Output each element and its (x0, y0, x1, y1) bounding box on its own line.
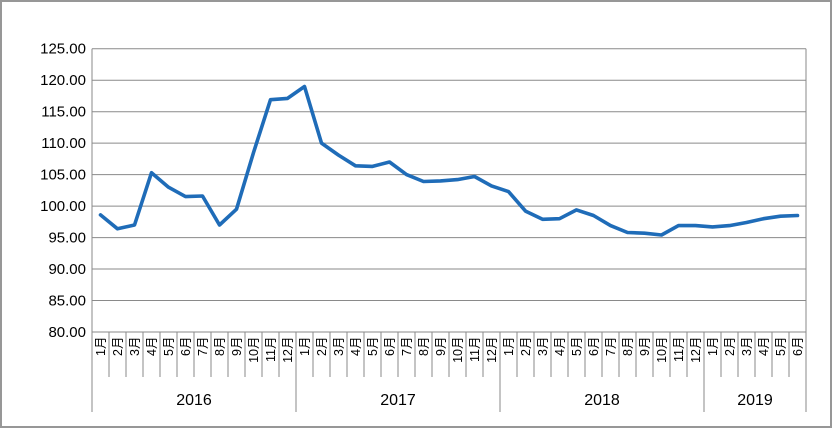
x-axis-month-label: 4月 (145, 337, 159, 356)
x-axis-year-label: 2017 (380, 392, 416, 409)
x-axis-month-label: 8月 (417, 337, 431, 356)
x-axis-month-label: 1月 (706, 337, 720, 356)
y-axis-tick-label: 90.00 (48, 261, 86, 278)
x-axis-month-label: 2月 (111, 337, 125, 356)
x-axis-month-label: 10月 (247, 337, 261, 363)
x-axis-month-label: 11月 (672, 337, 686, 362)
y-axis-tick-label: 115.00 (41, 104, 86, 121)
x-axis-month-label: 1月 (298, 337, 312, 356)
x-axis-month-label: 2月 (315, 337, 329, 356)
x-axis-month-label: 7月 (604, 337, 618, 356)
x-axis-month-label: 8月 (621, 337, 635, 356)
y-axis-tick-label: 85.00 (48, 293, 86, 310)
x-axis-month-label: 6月 (179, 337, 193, 356)
x-axis-month-label: 10月 (451, 337, 465, 363)
x-axis-month-label: 3月 (536, 337, 550, 356)
x-axis-month-label: 9月 (638, 337, 652, 356)
x-axis-month-label: 6月 (587, 337, 601, 356)
x-axis-month-label: 3月 (332, 337, 346, 356)
x-axis-month-label: 2月 (519, 337, 533, 356)
x-axis-month-label: 9月 (434, 337, 448, 356)
x-axis-year-label: 2019 (737, 392, 773, 409)
y-axis-tick-label: 120.00 (40, 72, 86, 89)
x-axis-month-label: 12月 (485, 337, 499, 363)
x-axis-month-label: 1月 (94, 337, 108, 356)
x-axis-month-label: 5月 (570, 337, 584, 356)
x-axis-month-label: 4月 (553, 337, 567, 356)
x-axis-month-label: 11月 (468, 337, 482, 362)
y-axis-tick-label: 110.00 (41, 135, 86, 152)
x-axis-year-label: 2018 (584, 392, 620, 409)
x-axis-month-label: 5月 (366, 337, 380, 356)
x-axis-month-label: 12月 (689, 337, 703, 363)
x-axis-month-label: 4月 (349, 337, 363, 356)
x-axis-month-label: 3月 (740, 337, 754, 356)
x-axis-month-label: 7月 (400, 337, 414, 356)
x-axis-month-label: 1月 (502, 337, 516, 356)
x-axis-month-label: 6月 (383, 337, 397, 356)
x-axis-month-label: 2月 (723, 337, 737, 356)
x-axis-month-label: 5月 (774, 337, 788, 356)
x-axis-month-label: 11月 (264, 337, 278, 362)
y-axis-tick-label: 105.00 (40, 167, 86, 184)
x-axis-month-label: 7月 (196, 337, 210, 356)
x-axis-month-label: 9月 (230, 337, 244, 356)
y-axis-tick-label: 125.00 (40, 41, 86, 58)
y-axis-tick-label: 100.00 (40, 198, 86, 215)
x-axis-month-label: 8月 (213, 337, 227, 356)
y-axis-tick-label: 80.00 (48, 324, 86, 341)
x-axis-year-label: 2016 (176, 392, 212, 409)
x-axis-month-label: 4月 (757, 337, 771, 356)
series-line (98, 84, 800, 237)
x-axis-month-label: 5月 (162, 337, 176, 356)
x-axis-month-label: 10月 (655, 337, 669, 363)
x-axis-month-label: 6月 (791, 337, 805, 356)
x-axis-month-label: 12月 (281, 337, 295, 363)
x-axis-month-label: 3月 (128, 337, 142, 356)
y-axis-tick-label: 95.00 (48, 230, 86, 247)
